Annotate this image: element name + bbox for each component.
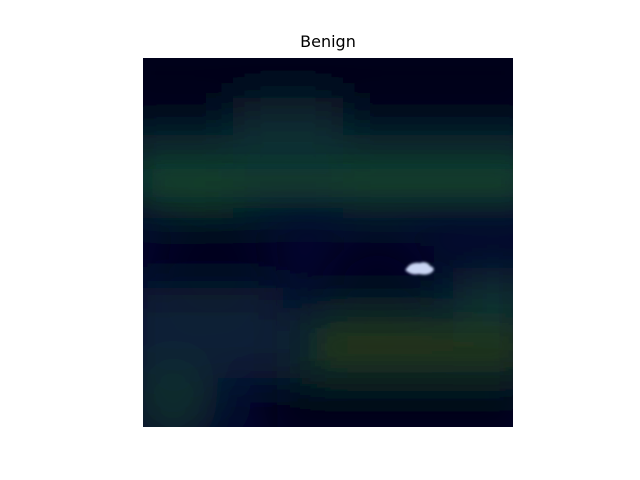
heatmap-image	[143, 58, 513, 427]
figure-title: Benign	[300, 32, 356, 51]
heatmap-overlay-graphic	[143, 58, 513, 427]
lesion-spot	[405, 262, 434, 275]
